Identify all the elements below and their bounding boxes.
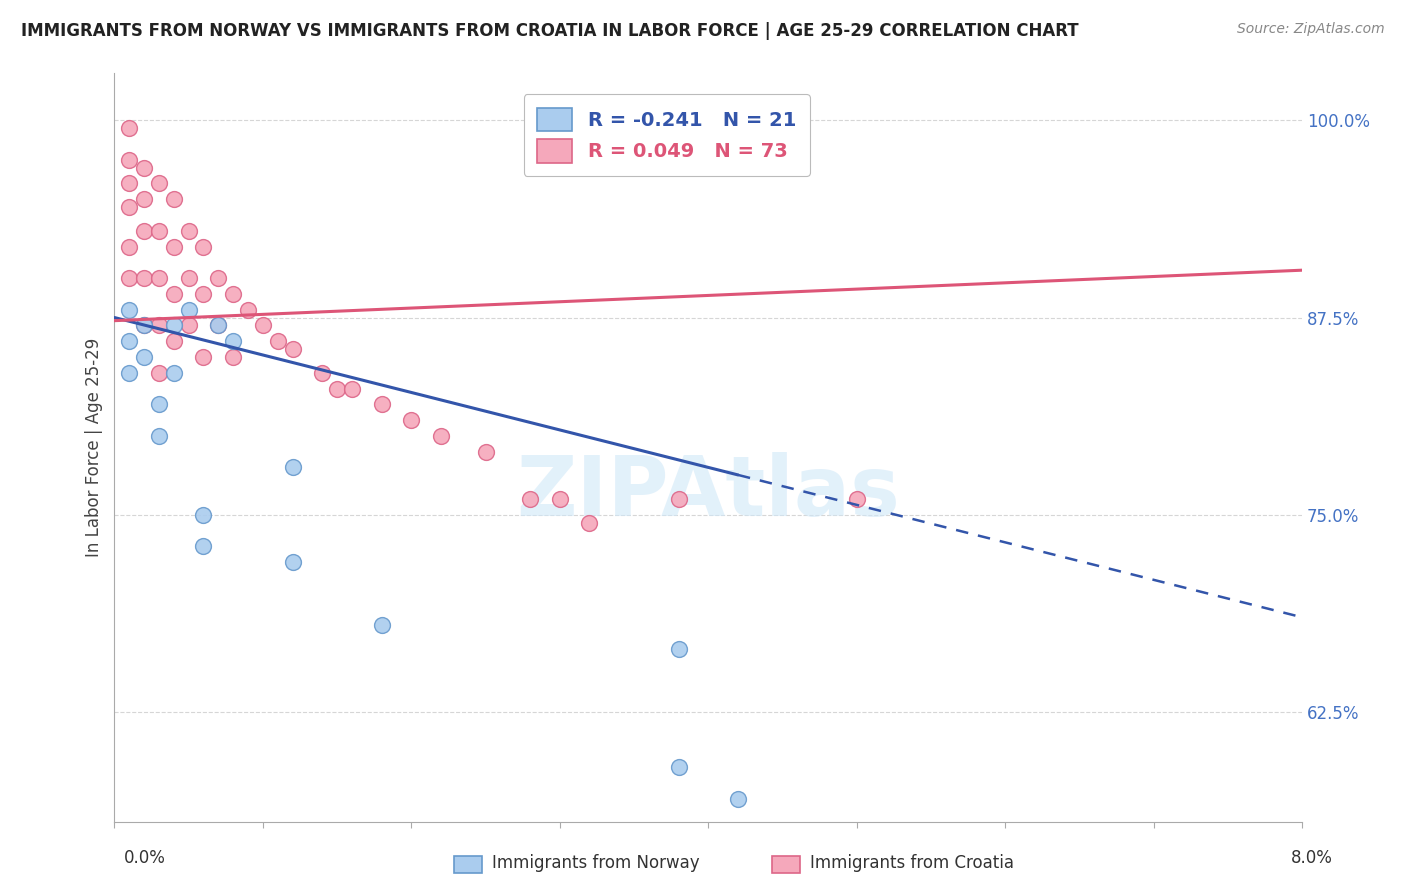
Point [401, 413, 423, 427]
Point [148, 177, 170, 191]
Point [193, 508, 215, 522]
Point [193, 286, 215, 301]
Point [207, 318, 229, 333]
Point [845, 491, 868, 506]
Point [193, 539, 215, 553]
Point [177, 302, 200, 317]
Point [519, 491, 541, 506]
Point [163, 286, 186, 301]
Point [163, 318, 186, 333]
Legend: R = -0.241   N = 21, R = 0.049   N = 73: R = -0.241 N = 21, R = 0.049 N = 73 [523, 94, 810, 177]
Point [132, 318, 155, 333]
Point [118, 302, 141, 317]
Point [668, 641, 690, 656]
Text: IMMIGRANTS FROM NORWAY VS IMMIGRANTS FROM CROATIA IN LABOR FORCE | AGE 25-29 COR: IMMIGRANTS FROM NORWAY VS IMMIGRANTS FRO… [21, 22, 1078, 40]
Point [148, 429, 170, 443]
Point [727, 791, 749, 805]
Point [118, 177, 141, 191]
Point [118, 239, 141, 253]
Point [118, 200, 141, 214]
Point [236, 302, 259, 317]
Point [430, 429, 453, 443]
Point [193, 350, 215, 364]
Text: 0.0%: 0.0% [124, 848, 166, 866]
Point [177, 224, 200, 238]
Point [207, 318, 229, 333]
Text: Immigrants from Croatia: Immigrants from Croatia [810, 854, 1014, 871]
Point [370, 618, 392, 632]
Point [132, 318, 155, 333]
Point [193, 239, 215, 253]
Point [311, 366, 333, 380]
Point [148, 271, 170, 285]
Point [163, 192, 186, 206]
Point [132, 192, 155, 206]
Point [578, 516, 600, 530]
Point [548, 491, 571, 506]
Point [668, 491, 690, 506]
Text: 8.0%: 8.0% [1291, 848, 1333, 866]
Point [163, 239, 186, 253]
Point [118, 153, 141, 167]
Point [118, 366, 141, 380]
Point [148, 397, 170, 411]
Text: ZIPAtlas: ZIPAtlas [516, 452, 900, 533]
Point [177, 318, 200, 333]
Point [132, 161, 155, 175]
Point [281, 342, 304, 356]
Point [148, 224, 170, 238]
Point [148, 366, 170, 380]
Text: Immigrants from Norway: Immigrants from Norway [492, 854, 700, 871]
Point [132, 224, 155, 238]
Point [340, 382, 363, 396]
Point [727, 847, 749, 861]
Point [267, 334, 290, 348]
Point [668, 760, 690, 774]
Point [163, 366, 186, 380]
Point [326, 382, 349, 396]
Point [281, 555, 304, 569]
Text: Source: ZipAtlas.com: Source: ZipAtlas.com [1237, 22, 1385, 37]
Y-axis label: In Labor Force | Age 25-29: In Labor Force | Age 25-29 [86, 338, 103, 558]
Point [252, 318, 274, 333]
Point [132, 271, 155, 285]
Point [177, 271, 200, 285]
Point [163, 334, 186, 348]
Point [222, 334, 245, 348]
Point [281, 460, 304, 475]
Point [118, 121, 141, 136]
Point [222, 350, 245, 364]
Point [207, 271, 229, 285]
Point [370, 397, 392, 411]
Point [474, 444, 496, 458]
Point [118, 334, 141, 348]
Point [148, 318, 170, 333]
Point [118, 271, 141, 285]
Point [222, 286, 245, 301]
Point [132, 350, 155, 364]
